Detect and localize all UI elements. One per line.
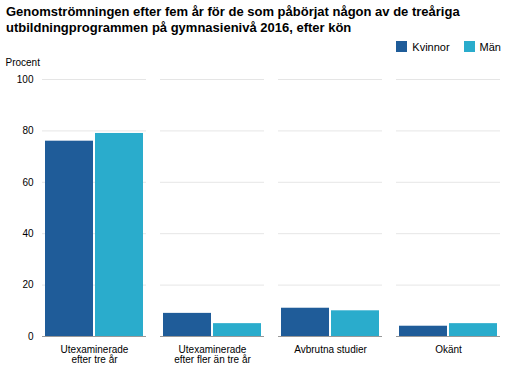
svg-text:100: 100 xyxy=(17,73,34,84)
svg-text:Procent: Procent xyxy=(6,56,41,67)
svg-text:Utexamineradeefter fler än tre: Utexamineradeefter fler än tre år xyxy=(174,343,251,364)
svg-text:0: 0 xyxy=(28,330,34,341)
svg-text:Okänt: Okänt xyxy=(435,343,462,354)
svg-text:60: 60 xyxy=(22,176,34,187)
svg-text:Utexamineradeefter tre år: Utexamineradeefter tre år xyxy=(61,343,129,364)
html-text:Män: Män xyxy=(479,40,501,53)
svg-text:Avbrutna studier: Avbrutna studier xyxy=(294,343,367,354)
html-text:Genomströmningen efter fem år: Genomströmningen efter fem år för de som… xyxy=(6,4,460,36)
svg-text:40: 40 xyxy=(22,227,34,238)
html-text:Kvinnor: Kvinnor xyxy=(412,40,450,53)
svg-text:80: 80 xyxy=(22,125,34,136)
svg-text:20: 20 xyxy=(22,279,34,290)
